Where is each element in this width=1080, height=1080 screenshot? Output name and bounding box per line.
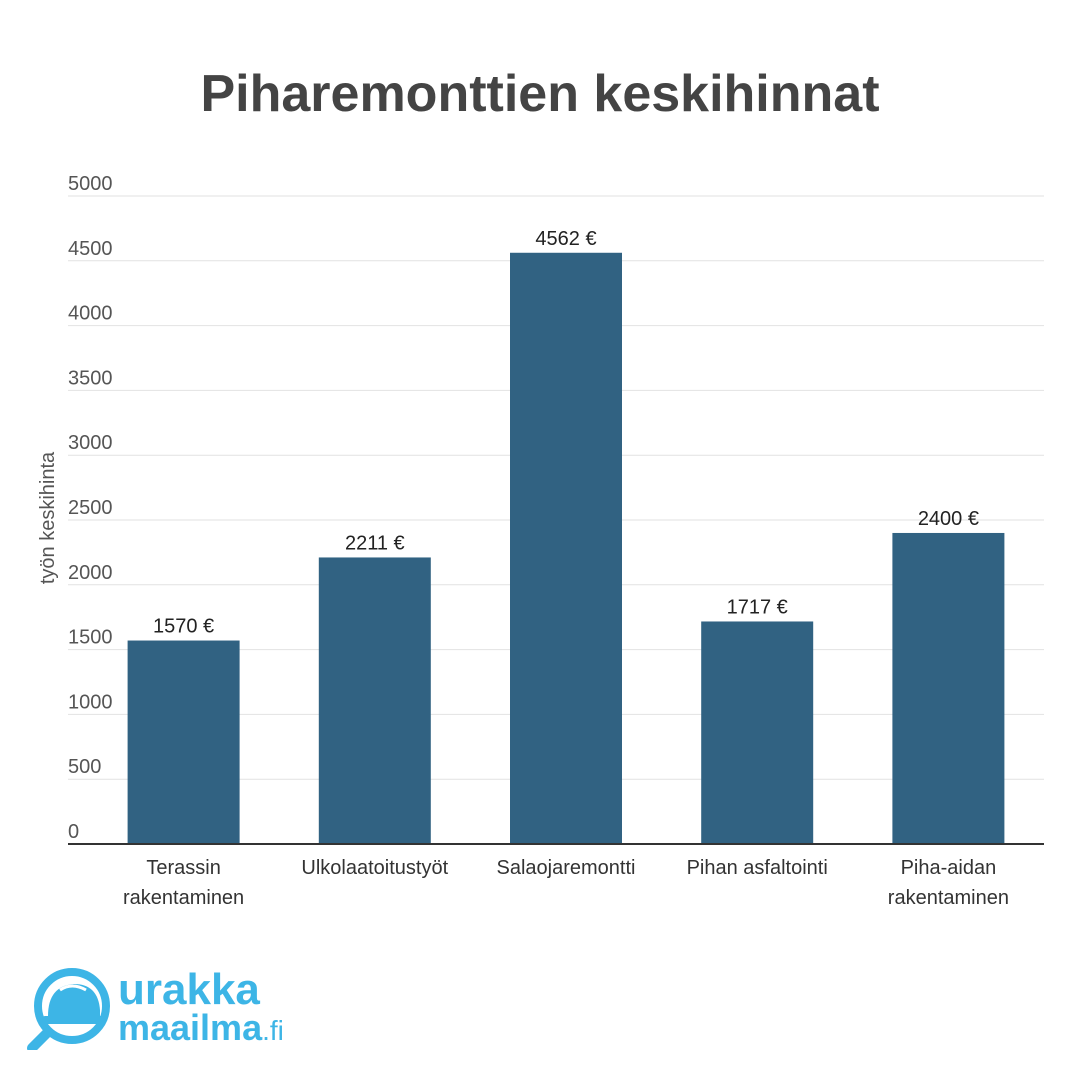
bar xyxy=(127,640,240,844)
y-tick-label: 3500 xyxy=(68,367,113,389)
svg-text:maailma.fi: maailma.fi xyxy=(118,1007,284,1048)
y-axis-label: työn keskihinta xyxy=(37,451,59,584)
y-tick-label: 2000 xyxy=(68,562,113,584)
x-tick-label: Piha-aidan xyxy=(901,857,997,879)
x-tick-label: Salaojaremontti xyxy=(497,857,636,879)
y-tick-label: 4000 xyxy=(68,303,113,325)
logo-suffix: .fi xyxy=(262,1015,284,1046)
bar xyxy=(510,252,622,845)
logo-line2: maailma xyxy=(118,1007,263,1048)
bar xyxy=(892,532,1005,844)
data-label: 4562 € xyxy=(535,228,596,250)
logo-line1: urakka xyxy=(118,965,260,1014)
y-tick-label: 1500 xyxy=(68,627,113,649)
y-tick-label: 1000 xyxy=(68,691,113,713)
data-label: 1717 € xyxy=(727,596,788,618)
x-tick-label: rakentaminen xyxy=(123,887,244,909)
bar xyxy=(318,557,431,844)
data-label: 2400 € xyxy=(918,508,979,530)
chart-title: Piharemonttien keskihinnat xyxy=(200,65,880,123)
x-tick-label: Pihan asfaltointi xyxy=(687,857,828,879)
y-tick-label: 5000 xyxy=(68,173,113,195)
x-tick-label: rakentaminen xyxy=(888,887,1009,909)
helmet-magnifier-icon xyxy=(27,968,110,1050)
x-tick-label: Terassin xyxy=(146,857,220,879)
y-tick-label: 500 xyxy=(68,756,101,778)
data-label: 2211 € xyxy=(345,532,405,554)
y-tick-label: 3000 xyxy=(68,432,113,454)
y-tick-label: 2500 xyxy=(68,497,113,519)
y-tick-label: 0 xyxy=(68,821,79,843)
x-tick-label: Ulkolaatoitustyöt xyxy=(301,857,448,879)
data-label: 1570 € xyxy=(153,616,214,638)
bar xyxy=(701,621,814,844)
y-tick-label: 4500 xyxy=(68,238,113,260)
urakkamaailma-logo: urakka maailma.fi xyxy=(27,965,284,1050)
